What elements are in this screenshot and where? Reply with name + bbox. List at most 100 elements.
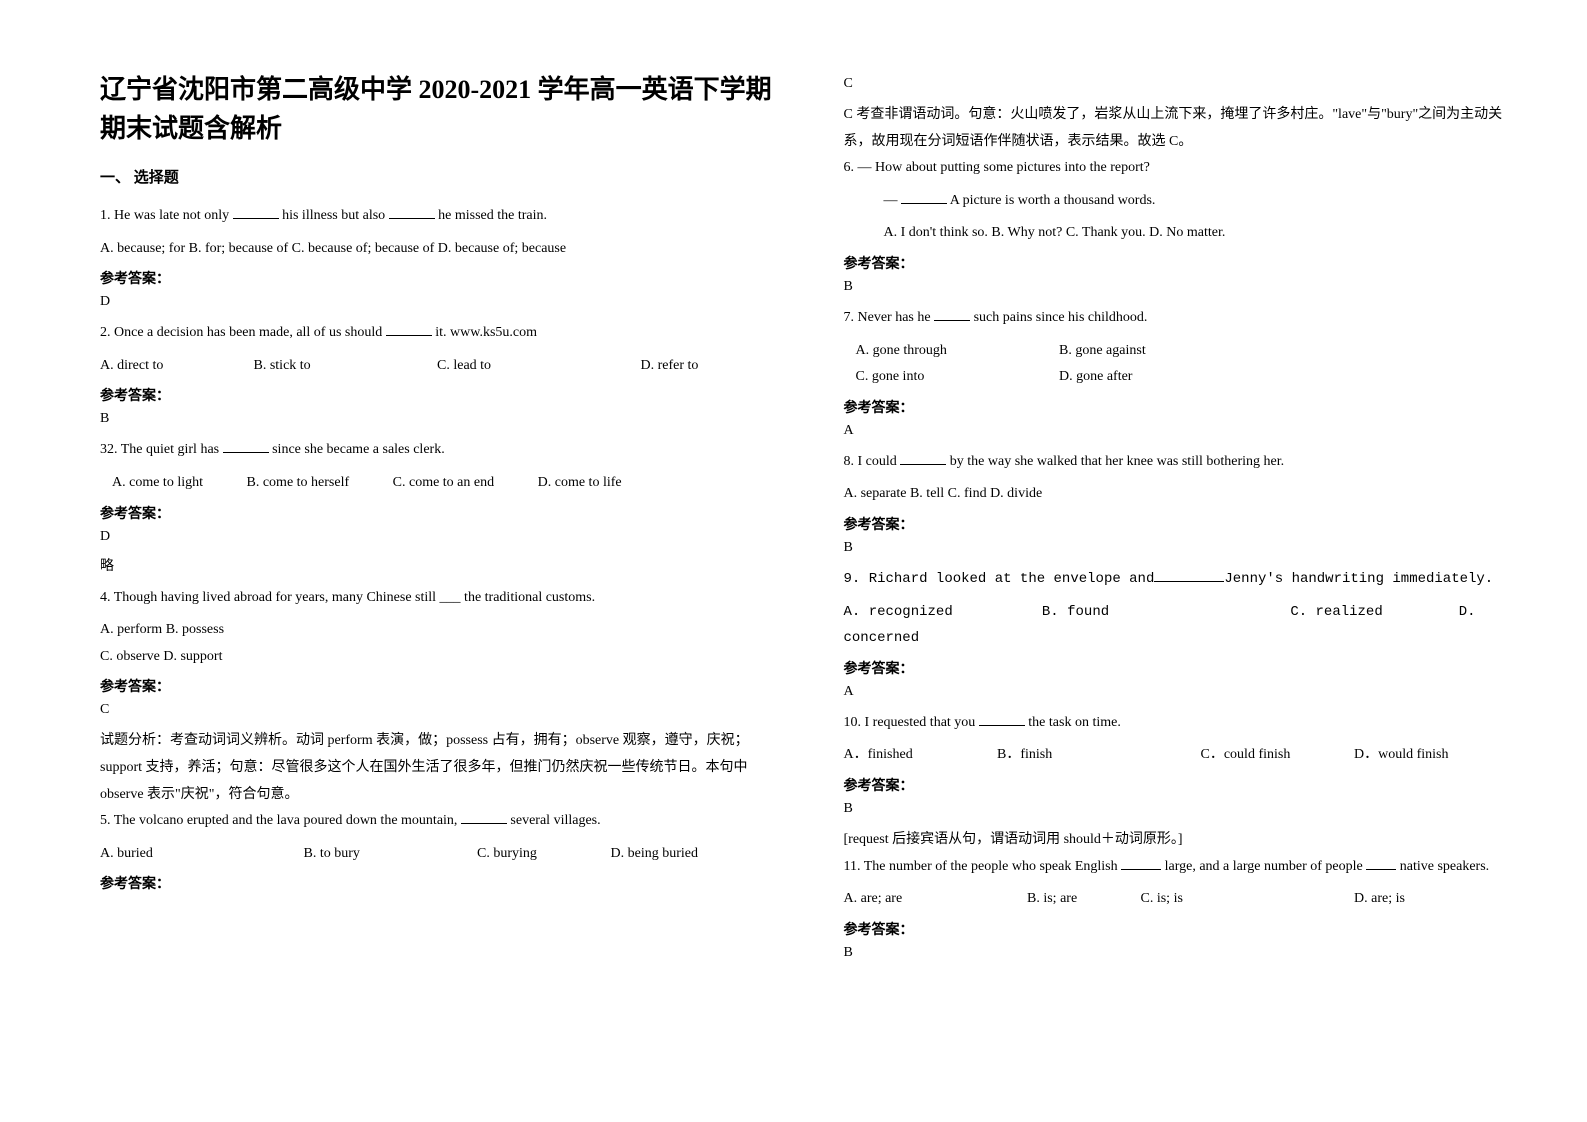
q5-optB: B. to bury bbox=[304, 841, 474, 868]
q6-line2b: A picture is worth a thousand words. bbox=[947, 193, 1155, 208]
q10-explanation: [request 后接宾语从句，谓语动词用 should＋动词原形。] bbox=[844, 827, 1528, 854]
q11-optC: C. is; is bbox=[1141, 886, 1351, 913]
q1-stem: 1. He was late not only his illness but … bbox=[100, 203, 784, 230]
q6-blank bbox=[901, 191, 947, 204]
q11-stem-c: native speakers. bbox=[1396, 859, 1489, 874]
q2-optC: C. lead to bbox=[437, 353, 637, 380]
q8-stem-b: by the way she walked that her knee was … bbox=[946, 454, 1284, 469]
q5-options: A. buried B. to bury C. burying D. being… bbox=[100, 841, 784, 868]
q2-optB: B. stick to bbox=[254, 353, 434, 380]
q11-blank-1 bbox=[1121, 857, 1161, 870]
q7-optA: A. gone through bbox=[856, 338, 1056, 365]
q5-optD: D. being buried bbox=[611, 846, 698, 861]
q7-optD: D. gone after bbox=[1059, 369, 1132, 384]
q1-stem-c: he missed the train. bbox=[435, 208, 547, 223]
q10-stem: 10. I requested that you the task on tim… bbox=[844, 710, 1528, 737]
right-column: C C 考查非谓语动词。句意：火山喷发了，岩浆从山上流下来，掩埋了许多村庄。"l… bbox=[814, 70, 1528, 1082]
q11-stem-b: large, and a large number of people bbox=[1161, 859, 1366, 874]
q3-answer: D bbox=[100, 529, 784, 545]
q1-answer-label: 参考答案： bbox=[100, 268, 784, 288]
q6-line2: — A picture is worth a thousand words. bbox=[844, 188, 1528, 215]
q8-stem-a: 8. I could bbox=[844, 454, 901, 469]
q3-optA: A. come to light bbox=[112, 470, 203, 497]
q4-explanation: 试题分析：考查动词词义辨析。动词 perform 表演，做；possess 占有… bbox=[100, 728, 784, 808]
q7-answer: A bbox=[844, 423, 1528, 439]
q5-optC: C. burying bbox=[477, 841, 607, 868]
q2-answer: B bbox=[100, 411, 784, 427]
q10-answer-label: 参考答案： bbox=[844, 775, 1528, 795]
q2-options: A. direct to B. stick to C. lead to D. r… bbox=[100, 353, 784, 380]
q9-stem: 9. Richard looked at the envelope and Jen… bbox=[844, 566, 1528, 593]
q10-optD: D．would finish bbox=[1354, 747, 1449, 762]
q3-blank bbox=[223, 440, 269, 453]
q1-blank-2 bbox=[389, 206, 435, 219]
q4-options-1: A. perform B. possess bbox=[100, 617, 784, 644]
q3-lue: 略 bbox=[100, 555, 784, 575]
q2-blank bbox=[386, 323, 432, 336]
q6-line1: 6. — How about putting some pictures int… bbox=[844, 155, 1528, 182]
q11-blank-2 bbox=[1366, 857, 1396, 870]
q1-stem-a: 1. He was late not only bbox=[100, 208, 233, 223]
q11-optB: B. is; are bbox=[1027, 886, 1137, 913]
q3-stem-b: since she became a sales clerk. bbox=[269, 442, 445, 457]
q6-line2a: — bbox=[884, 193, 902, 208]
q5-answer: C bbox=[844, 76, 1528, 92]
q4-options-2: C. observe D. support bbox=[100, 644, 784, 671]
q5-stem: 5. The volcano erupted and the lava pour… bbox=[100, 808, 784, 835]
q10-stem-b: the task on time. bbox=[1025, 715, 1121, 730]
q7-optB: B. gone against bbox=[1059, 343, 1146, 358]
q7-stem-b: such pains since his childhood. bbox=[970, 310, 1147, 325]
q3-stem: 32. The quiet girl has since she became … bbox=[100, 437, 784, 464]
q6-answer-label: 参考答案： bbox=[844, 253, 1528, 273]
q3-answer-label: 参考答案： bbox=[100, 503, 784, 523]
q11-optA: A. are; are bbox=[844, 886, 1024, 913]
q7-stem-a: 7. Never has he bbox=[844, 310, 935, 325]
q2-stem-a: 2. Once a decision has been made, all of… bbox=[100, 325, 386, 340]
q9-blank bbox=[1154, 569, 1224, 582]
q2-stem: 2. Once a decision has been made, all of… bbox=[100, 320, 784, 347]
q7-blank bbox=[934, 308, 970, 321]
q7-options: A. gone through B. gone against C. gone … bbox=[844, 338, 1528, 391]
q9-optA: A. recognized bbox=[844, 599, 1034, 626]
q9-optC: C. realized bbox=[1290, 599, 1450, 626]
q8-options: A. separate B. tell C. find D. divide bbox=[844, 481, 1528, 508]
q9-options: A. recognized B. found C. realized D. co… bbox=[844, 599, 1528, 652]
exam-page: 辽宁省沈阳市第二高级中学 2020-2021 学年高一英语下学期期末试题含解析 … bbox=[0, 0, 1587, 1122]
q3-options: A. come to light B. come to herself C. c… bbox=[100, 470, 784, 497]
q7-answer-label: 参考答案： bbox=[844, 397, 1528, 417]
q2-answer-label: 参考答案： bbox=[100, 385, 784, 405]
q8-answer-label: 参考答案： bbox=[844, 514, 1528, 534]
q11-options: A. are; are B. is; are C. is; is D. are;… bbox=[844, 886, 1528, 913]
q10-blank bbox=[979, 713, 1025, 726]
q6-options: A. I don't think so. B. Why not? C. Than… bbox=[844, 220, 1528, 247]
q9-stem-b: Jenny's handwriting immediately. bbox=[1224, 571, 1493, 587]
q1-answer: D bbox=[100, 294, 784, 310]
q8-answer: B bbox=[844, 540, 1528, 556]
q11-answer: B bbox=[844, 945, 1528, 961]
q5-explanation: C 考查非谓语动词。句意：火山喷发了，岩浆从山上流下来，掩埋了许多村庄。"lav… bbox=[844, 102, 1528, 155]
q10-answer: B bbox=[844, 801, 1528, 817]
q3-optD: D. come to life bbox=[538, 475, 622, 490]
q9-stem-a: 9. Richard looked at the envelope and bbox=[844, 571, 1155, 587]
q9-answer: A bbox=[844, 684, 1528, 700]
q10-optC: C．could finish bbox=[1201, 742, 1351, 769]
q3-optC: C. come to an end bbox=[393, 470, 494, 497]
q11-answer-label: 参考答案： bbox=[844, 919, 1528, 939]
q9-answer-label: 参考答案： bbox=[844, 658, 1528, 678]
q3-stem-a: 32. The quiet girl has bbox=[100, 442, 223, 457]
q5-answer-label: 参考答案： bbox=[100, 873, 784, 893]
q5-stem-b: several villages. bbox=[507, 813, 601, 828]
q3-optB: B. come to herself bbox=[247, 470, 350, 497]
q8-blank bbox=[900, 452, 946, 465]
q11-optD: D. are; is bbox=[1354, 891, 1405, 906]
q5-stem-a: 5. The volcano erupted and the lava pour… bbox=[100, 813, 461, 828]
q9-optB: B. found bbox=[1042, 599, 1282, 626]
document-title: 辽宁省沈阳市第二高级中学 2020-2021 学年高一英语下学期期末试题含解析 bbox=[100, 70, 784, 148]
left-column: 辽宁省沈阳市第二高级中学 2020-2021 学年高一英语下学期期末试题含解析 … bbox=[100, 70, 814, 1082]
q2-optA: A. direct to bbox=[100, 353, 250, 380]
q10-optA: A．finished bbox=[844, 742, 994, 769]
q1-stem-b: his illness but also bbox=[279, 208, 389, 223]
q10-options: A．finished B．finish C．could finish D．wou… bbox=[844, 742, 1528, 769]
q11-stem: 11. The number of the people who speak E… bbox=[844, 854, 1528, 881]
q10-optB: B．finish bbox=[997, 742, 1197, 769]
